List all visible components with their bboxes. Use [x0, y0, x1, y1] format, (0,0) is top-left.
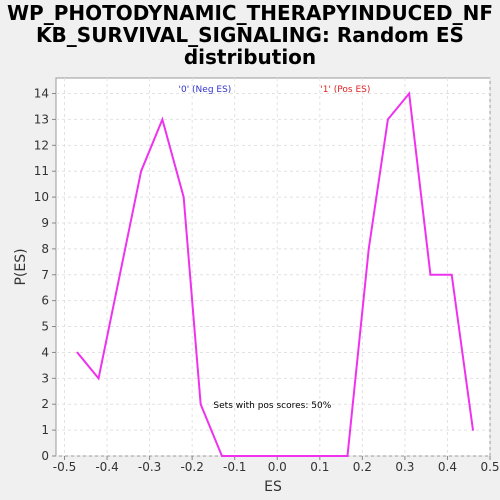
chart-title: WP_PHOTODYNAMIC_THERAPYINDUCED_NF KB_SUR…	[0, 2, 500, 68]
data-point	[387, 118, 389, 121]
x-tick-label: -0.4	[95, 460, 118, 474]
x-tick-label: -0.1	[223, 460, 246, 474]
legend: '0' (Neg ES) '1' (Pos ES)	[179, 85, 371, 95]
data-point	[306, 455, 308, 457]
y-tick-label: 3	[41, 371, 49, 385]
data-point	[97, 377, 100, 380]
data-point	[346, 455, 349, 457]
data-point	[76, 351, 79, 354]
y-tick-label: 1	[41, 423, 49, 437]
data-point	[199, 403, 202, 406]
data-point	[408, 92, 410, 95]
y-axis-label: P(ES)	[13, 248, 29, 285]
chart-title-line-3: distribution	[183, 45, 317, 69]
data-point	[263, 455, 266, 457]
tick-layer: -0.5 -0.4 -0.3 -0.2 -0.1 0.0 0.1 0.2 0.3 0.4 0.5 0 1…	[34, 87, 500, 474]
legend-item: '0' (Neg ES)	[179, 85, 232, 95]
y-tick-label: 0	[41, 449, 49, 463]
y-tick-label: 6	[41, 294, 49, 308]
x-tick-label: 0.4	[438, 460, 457, 474]
y-tick-label: 5	[41, 320, 49, 334]
x-tick-label: 0.5	[480, 460, 499, 474]
data-point	[221, 455, 223, 457]
plot-area	[55, 77, 491, 457]
x-tick-label: 0.3	[395, 460, 414, 474]
y-tick-label: 12	[34, 138, 49, 152]
y-tick-label: 10	[34, 190, 49, 204]
chart-title-line-2: KB_SURVIVAL_SIGNALING: Random ES	[36, 23, 464, 47]
grid-layer	[56, 78, 491, 457]
annotation-pos-scores: Sets with pos scores: 50%	[213, 401, 331, 411]
x-tick-label: -0.3	[138, 460, 161, 474]
data-point	[182, 196, 185, 198]
data-point	[450, 273, 453, 276]
data-point	[284, 455, 287, 457]
y-tick-label: 11	[34, 164, 49, 178]
data-point	[367, 248, 370, 250]
y-tick-label: 2	[41, 397, 49, 411]
y-tick-label: 14	[34, 87, 49, 101]
legend-item: '1' (Pos ES)	[320, 85, 370, 95]
data-point	[429, 273, 432, 276]
y-tick-label: 13	[34, 112, 49, 126]
x-tick-label: -0.2	[180, 460, 203, 474]
y-tick-label: 7	[41, 268, 49, 282]
data-point	[161, 118, 164, 121]
x-tick-label: 0.1	[310, 460, 329, 474]
x-tick-label: 0.0	[268, 460, 287, 474]
data-point	[140, 170, 142, 173]
x-tick-label: -0.5	[53, 460, 76, 474]
data-point	[472, 429, 474, 431]
y-tick-label: 9	[41, 216, 49, 230]
y-tick-label: 4	[41, 345, 49, 359]
y-tick-label: 8	[41, 242, 49, 256]
x-tick-label: 0.2	[353, 460, 372, 474]
chart-title-line-1: WP_PHOTODYNAMIC_THERAPYINDUCED_NF	[6, 1, 494, 25]
data-point	[242, 455, 245, 457]
data-point	[327, 455, 330, 457]
series-layer	[76, 91, 474, 457]
x-axis-label: ES	[264, 479, 282, 495]
